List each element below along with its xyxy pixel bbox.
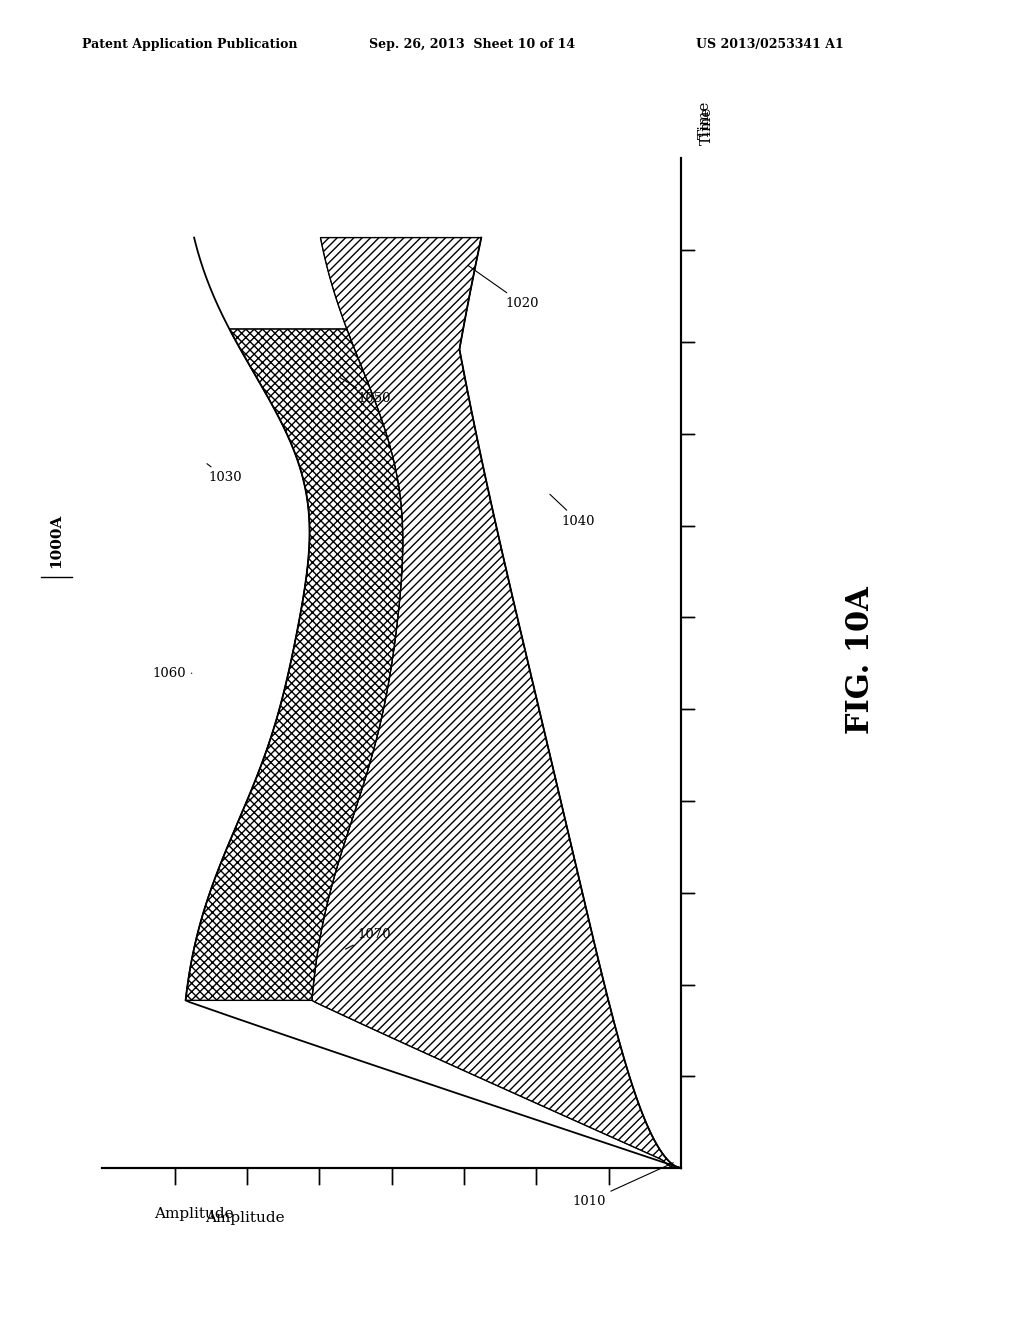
Text: 1040: 1040 [550,494,595,528]
Text: 1070: 1070 [345,928,390,949]
Text: 1020: 1020 [468,265,539,310]
Polygon shape [312,238,681,1168]
Text: Amplitude: Amplitude [154,1208,233,1221]
Text: 1000A: 1000A [49,513,63,569]
Text: 1050: 1050 [340,378,390,405]
Polygon shape [185,329,402,1001]
Text: Amplitude: Amplitude [205,1212,285,1225]
Text: Sep. 26, 2013  Sheet 10 of 14: Sep. 26, 2013 Sheet 10 of 14 [369,37,574,50]
Text: 1010: 1010 [572,1163,674,1208]
Text: FIG. 10A: FIG. 10A [845,586,876,734]
Text: 1030: 1030 [207,463,242,484]
Text: Patent Application Publication: Patent Application Publication [82,37,297,50]
Text: 1060: 1060 [153,667,191,680]
Text: US 2013/0253341 A1: US 2013/0253341 A1 [696,37,844,50]
Text: Time: Time [697,100,712,139]
Text: Time: Time [699,107,714,145]
